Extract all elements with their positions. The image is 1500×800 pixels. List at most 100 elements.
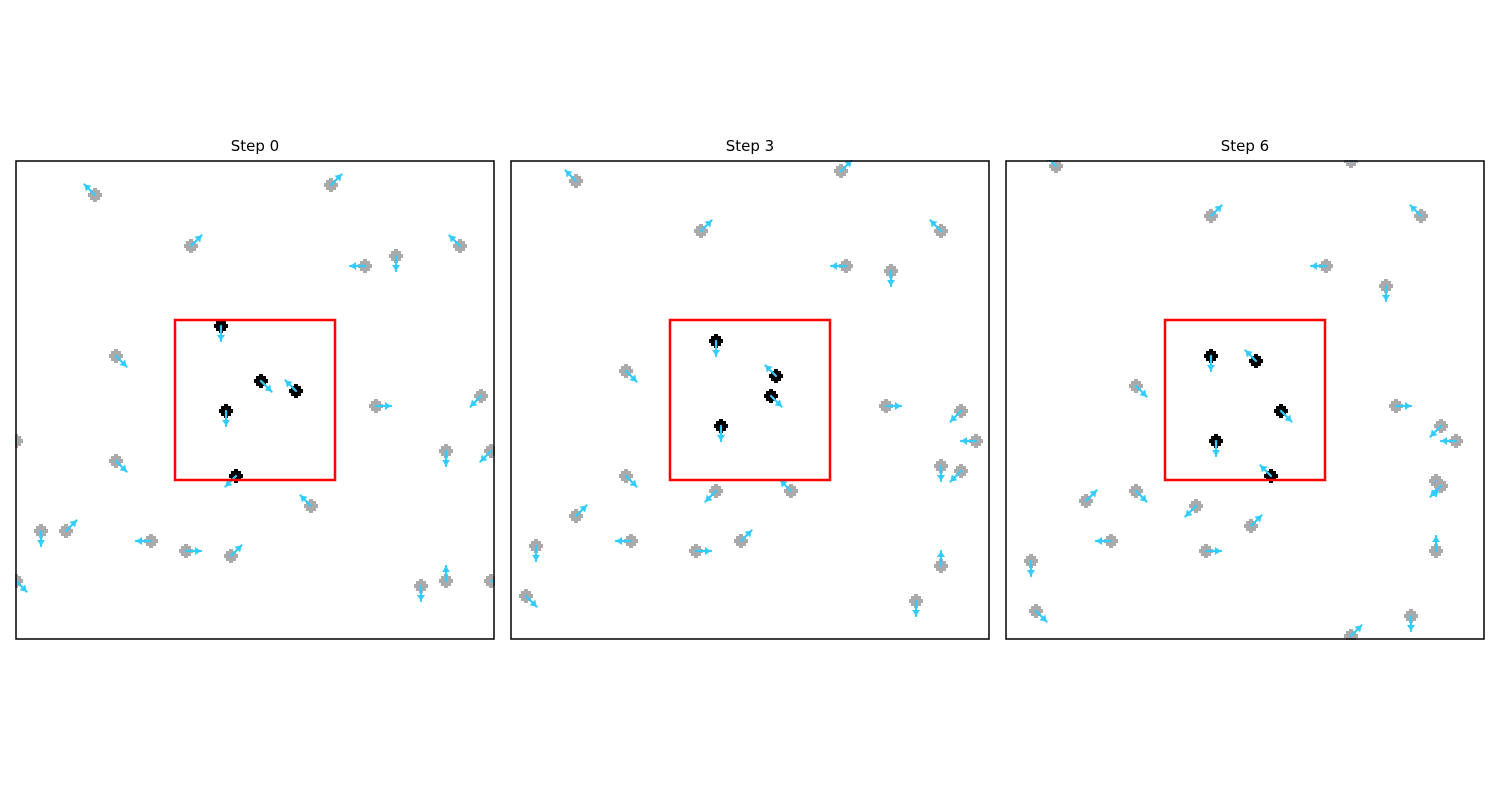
direction-arrowhead — [1039, 614, 1047, 622]
panel-title-step-6: Step 6 — [1220, 137, 1270, 155]
direction-arrowhead — [225, 479, 233, 487]
particle-inside — [764, 364, 783, 383]
particle — [1094, 534, 1118, 548]
direction-arrowhead — [217, 335, 225, 341]
direction-arrowhead — [194, 235, 202, 243]
region-box — [668, 318, 832, 482]
particle — [829, 259, 853, 273]
direction-arrowhead — [629, 479, 637, 487]
direction-arrowhead — [705, 547, 711, 555]
particle — [959, 434, 983, 448]
particle — [439, 564, 453, 588]
direction-arrowhead — [119, 464, 127, 472]
particle — [949, 464, 968, 483]
direction-arrowhead — [119, 359, 127, 367]
particle — [324, 173, 343, 192]
direction-arrowhead — [1096, 537, 1102, 545]
direction-arrowhead — [1430, 429, 1438, 437]
particle — [734, 529, 753, 548]
direction-arrowhead — [1405, 402, 1411, 410]
particle — [1439, 434, 1463, 448]
direction-arrowhead — [392, 265, 400, 271]
direction-arrowhead — [1245, 350, 1253, 358]
direction-arrowhead — [950, 474, 958, 482]
particle — [1046, 160, 1063, 173]
region-box — [1163, 318, 1327, 482]
particle-inside — [1259, 464, 1278, 483]
direction-arrowhead — [264, 384, 272, 392]
particle — [299, 494, 318, 513]
particle — [1184, 499, 1203, 518]
particle — [694, 219, 713, 238]
particle-inside — [1204, 349, 1218, 373]
particle — [929, 219, 948, 238]
direction-arrowhead — [222, 420, 230, 426]
panel-frame — [510, 160, 990, 640]
direction-arrowhead — [1311, 262, 1317, 270]
direction-arrowhead — [1354, 625, 1362, 633]
direction-arrowhead — [780, 480, 788, 488]
particle — [1429, 479, 1448, 498]
particle — [1204, 204, 1223, 223]
particle — [564, 169, 583, 188]
particle — [614, 534, 638, 548]
particle — [224, 544, 243, 563]
particle — [1029, 604, 1048, 623]
direction-arrowhead — [704, 220, 712, 228]
direction-arrowhead — [831, 262, 837, 270]
direction-arrowhead — [565, 170, 573, 178]
particle — [1429, 419, 1448, 438]
direction-arrowhead — [629, 374, 637, 382]
particle-inside — [764, 389, 783, 408]
direction-arrowhead — [1432, 536, 1440, 542]
direction-arrowhead — [616, 537, 622, 545]
direction-arrowhead — [285, 380, 293, 388]
particle — [179, 544, 203, 558]
particle — [1404, 609, 1418, 633]
direction-arrowhead — [895, 402, 901, 410]
direction-arrowhead — [1284, 414, 1292, 422]
direction-arrowhead — [937, 551, 945, 557]
particle — [529, 539, 543, 563]
direction-arrowhead — [480, 454, 488, 462]
direction-arrowhead — [300, 495, 308, 503]
direction-arrowhead — [69, 520, 77, 528]
particle — [59, 519, 78, 538]
direction-arrowhead — [1139, 494, 1147, 502]
direction-arrowhead — [529, 599, 537, 607]
direction-arrowhead — [1410, 205, 1418, 213]
particles-layer — [1024, 160, 1463, 640]
direction-arrowhead — [1212, 450, 1220, 456]
particle — [1129, 379, 1148, 398]
particle — [619, 469, 638, 488]
direction-arrowhead — [1027, 570, 1035, 576]
particle — [779, 479, 798, 498]
direction-arrowhead — [136, 537, 142, 545]
panel-step-0 — [15, 160, 495, 640]
direction-arrowhead — [1254, 515, 1262, 523]
direction-arrowhead — [705, 494, 713, 502]
direction-arrowhead — [442, 460, 450, 466]
direction-arrowhead — [1407, 625, 1415, 631]
particle — [1024, 554, 1038, 578]
panel-title-step-3: Step 3 — [725, 137, 775, 155]
particle-inside — [714, 419, 728, 443]
direction-arrowhead — [930, 220, 938, 228]
particle — [1389, 399, 1413, 413]
particle — [689, 544, 713, 558]
particle — [469, 389, 488, 408]
region-box — [173, 318, 337, 482]
particles-layer — [15, 173, 495, 603]
particle — [949, 404, 968, 423]
particle-inside — [284, 379, 303, 398]
direction-arrowhead — [350, 262, 356, 270]
particle-inside — [214, 319, 228, 343]
particle — [1379, 279, 1393, 303]
particle — [834, 160, 853, 178]
particle-inside — [254, 374, 273, 393]
particle — [1429, 534, 1443, 558]
particle — [479, 444, 495, 463]
particle — [934, 459, 948, 483]
particles-layer — [519, 160, 983, 618]
direction-arrowhead — [195, 547, 201, 555]
